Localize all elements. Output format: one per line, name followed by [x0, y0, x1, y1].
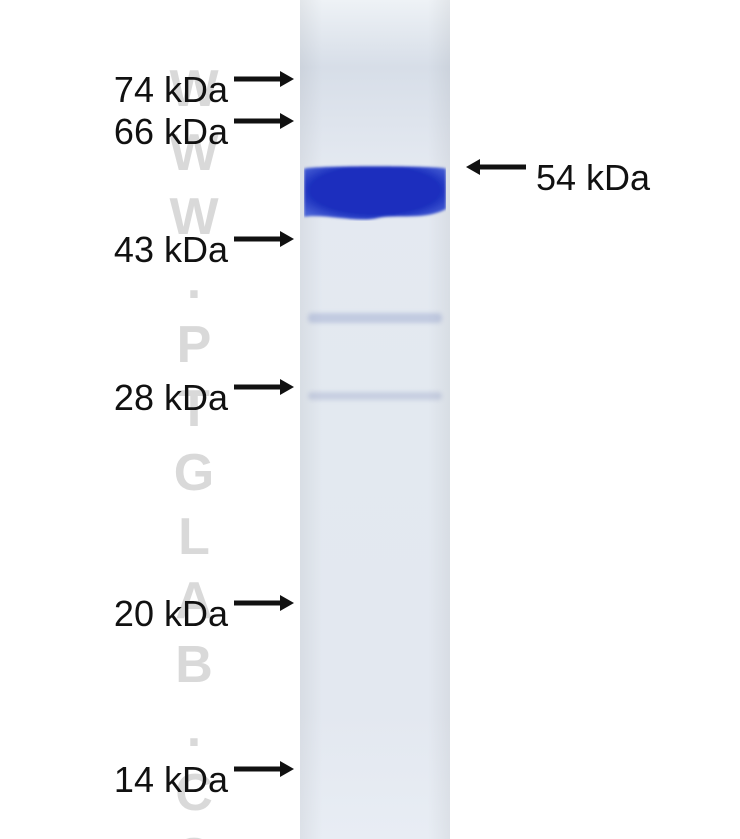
arrow-left-icon [466, 155, 526, 179]
arrow-right-icon [234, 591, 294, 615]
main-protein-band [304, 163, 446, 221]
arrow-right-icon [234, 757, 294, 781]
arrow-right-icon [234, 375, 294, 399]
ladder-marker-label: 66 kDa [0, 111, 228, 153]
gel-figure: WWW.PTGLAB.COM 74 kDa 66 kDa 43 kDa 28 k… [0, 0, 740, 839]
ladder-marker-label: 43 kDa [0, 229, 228, 271]
watermark-text: WWW.PTGLAB.COM [164, 60, 224, 839]
gel-lane [300, 0, 450, 839]
result-marker-label: 54 kDa [536, 157, 650, 199]
arrow-right-icon [234, 67, 294, 91]
ladder-marker-label: 20 kDa [0, 593, 228, 635]
arrow-right-icon [234, 109, 294, 133]
ladder-marker-label: 28 kDa [0, 377, 228, 419]
ladder-marker-label: 74 kDa [0, 69, 228, 111]
arrow-right-icon [234, 227, 294, 251]
ladder-marker-label: 14 kDa [0, 759, 228, 801]
